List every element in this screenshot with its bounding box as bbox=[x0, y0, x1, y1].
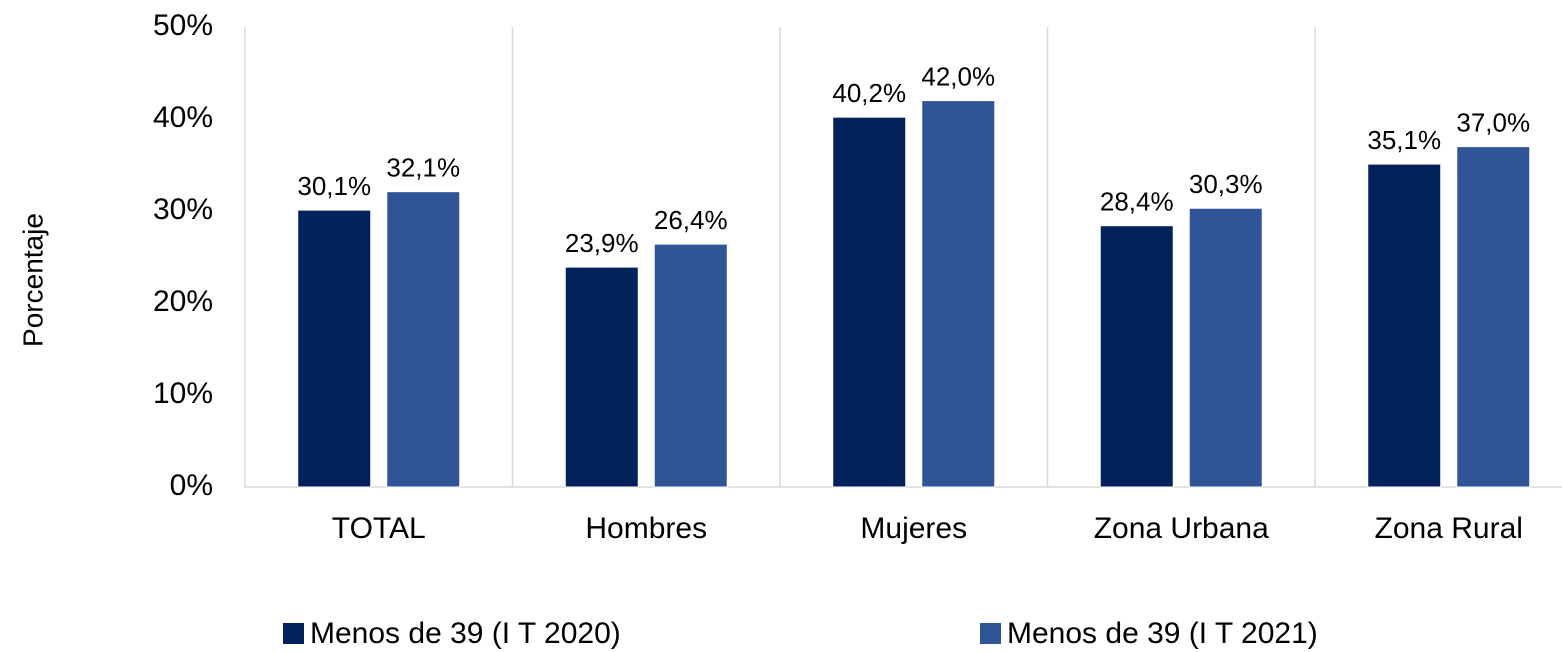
data-label: 30,3% bbox=[1189, 169, 1263, 199]
data-label: 42,0% bbox=[921, 61, 995, 91]
bar bbox=[1099, 225, 1174, 488]
y-tick-label: 50% bbox=[153, 9, 213, 42]
legend-swatch bbox=[283, 623, 304, 644]
bar bbox=[297, 209, 372, 488]
legend-swatch bbox=[980, 623, 1001, 644]
bar bbox=[921, 100, 996, 488]
legend-label: Menos de 39 (I T 2020) bbox=[310, 617, 621, 650]
bar bbox=[653, 243, 728, 488]
data-label: 32,1% bbox=[386, 153, 460, 183]
y-tick-label: 20% bbox=[153, 285, 213, 318]
bar bbox=[564, 266, 639, 488]
data-label: 23,9% bbox=[565, 228, 639, 258]
y-tick-label: 10% bbox=[153, 377, 213, 410]
y-tick-label: 0% bbox=[170, 469, 213, 502]
bar bbox=[832, 116, 907, 488]
data-label: 26,4% bbox=[654, 205, 728, 235]
x-tick-label: Hombres bbox=[585, 512, 707, 545]
bar bbox=[1456, 146, 1531, 488]
y-axis-label: Porcentaje bbox=[17, 213, 48, 347]
bar bbox=[1188, 207, 1263, 488]
data-label: 40,2% bbox=[832, 78, 906, 108]
data-label: 30,1% bbox=[297, 171, 371, 201]
x-tick-label: Zona Rural bbox=[1375, 512, 1523, 545]
x-tick-label: Zona Urbana bbox=[1094, 512, 1269, 545]
x-tick-label: TOTAL bbox=[332, 512, 426, 545]
bar bbox=[386, 191, 461, 488]
legend-label: Menos de 39 (I T 2021) bbox=[1007, 617, 1318, 650]
y-tick-label: 40% bbox=[153, 101, 213, 134]
data-label: 37,0% bbox=[1456, 107, 1530, 137]
bar bbox=[1367, 163, 1442, 488]
data-label: 28,4% bbox=[1100, 187, 1174, 217]
x-tick-label: Mujeres bbox=[860, 512, 967, 545]
data-label: 35,1% bbox=[1367, 125, 1441, 155]
y-tick-label: 30% bbox=[153, 193, 213, 226]
